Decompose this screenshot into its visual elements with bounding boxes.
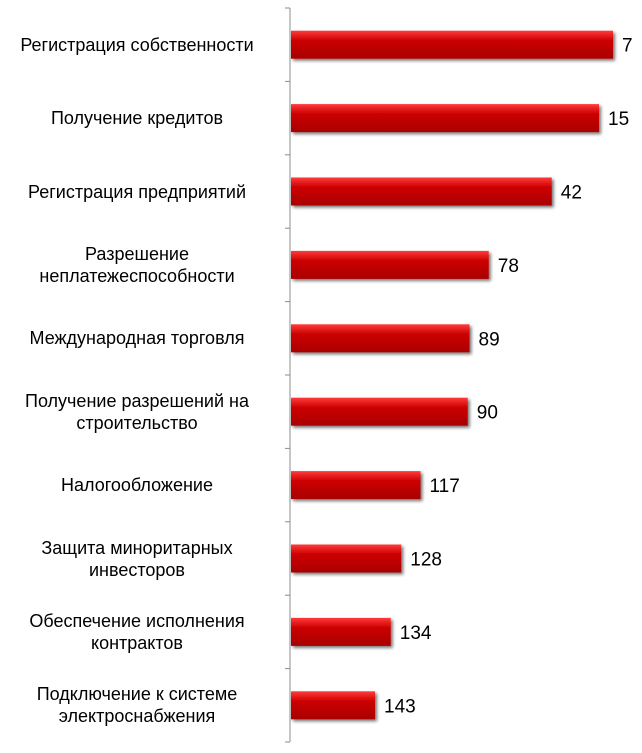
- category-label: Международная торговля: [29, 328, 245, 349]
- category-label: Подключение к системе электроснабжения: [36, 684, 238, 727]
- data-label: 134: [400, 623, 432, 644]
- data-label: 143: [384, 696, 416, 717]
- data-label: 89: [479, 329, 500, 350]
- category-label: Налогообложение: [61, 475, 213, 496]
- bar: [291, 471, 421, 500]
- bar: [291, 250, 489, 279]
- bar: [291, 104, 599, 133]
- category-label: Защита миноритарных инвесторов: [41, 537, 233, 580]
- category-label: Получение разрешений на строительство: [25, 390, 249, 433]
- bar: [291, 30, 613, 59]
- data-label: 90: [477, 403, 498, 424]
- data-label: 78: [498, 256, 519, 277]
- data-label: 117: [430, 476, 460, 497]
- data-label: 42: [561, 183, 582, 204]
- category-label: Регистрация предприятий: [27, 181, 246, 202]
- data-label: 7: [622, 36, 633, 57]
- data-label: 128: [410, 550, 442, 571]
- bar: [291, 397, 468, 426]
- category-label: Регистрация собственности: [20, 34, 254, 55]
- bar: [291, 691, 375, 720]
- category-label: Разрешение неплатежеспособности: [39, 243, 235, 286]
- category-label: Получение кредитов: [50, 108, 224, 129]
- bar: [291, 617, 391, 646]
- data-label: 15: [608, 109, 629, 130]
- bar: [291, 177, 552, 206]
- category-label: Обеспечение исполнения контрактов: [29, 610, 245, 653]
- bar: [291, 324, 470, 353]
- bar: [291, 544, 402, 573]
